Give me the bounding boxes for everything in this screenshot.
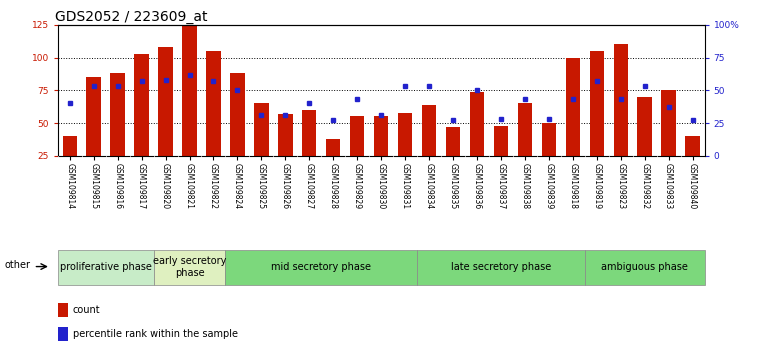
Text: GSM109838: GSM109838 [521,163,530,209]
Text: GSM109826: GSM109826 [281,163,290,209]
Text: GSM109840: GSM109840 [688,163,697,210]
Bar [422,105,437,156]
Text: late secretory phase: late secretory phase [450,262,551,272]
Text: GSM109827: GSM109827 [305,163,314,209]
Bar [590,51,604,156]
Text: GSM109830: GSM109830 [377,163,386,210]
Bar [58,250,153,285]
Text: GSM109821: GSM109821 [185,163,194,209]
Bar [417,250,584,285]
Text: GSM109817: GSM109817 [137,163,146,209]
Text: GSM109835: GSM109835 [448,163,457,210]
Bar [614,44,628,156]
Bar [62,136,77,156]
Bar [566,57,580,156]
Bar [278,114,293,156]
Text: GSM109831: GSM109831 [400,163,410,209]
Bar [230,73,245,156]
Bar [153,250,226,285]
Bar [398,113,412,156]
Text: GDS2052 / 223609_at: GDS2052 / 223609_at [55,10,207,24]
Bar [302,110,316,156]
Bar [326,139,340,156]
Text: GSM109824: GSM109824 [233,163,242,209]
Bar [661,90,676,156]
Text: mid secretory phase: mid secretory phase [271,262,371,272]
Text: GSM109833: GSM109833 [664,163,673,210]
Text: GSM109834: GSM109834 [424,163,434,210]
Bar [446,127,460,156]
Bar [685,136,700,156]
Bar [58,303,68,317]
Text: proliferative phase: proliferative phase [60,262,152,272]
Text: other: other [5,261,31,270]
Text: early secretory
phase: early secretory phase [152,256,226,278]
Bar [517,103,532,156]
Text: GSM109822: GSM109822 [209,163,218,209]
Text: GSM109837: GSM109837 [497,163,505,210]
Bar [584,250,705,285]
Bar [226,250,417,285]
Bar [58,327,68,341]
Bar [254,103,269,156]
Text: GSM109829: GSM109829 [353,163,362,209]
Bar [470,92,484,156]
Text: GSM109825: GSM109825 [257,163,266,209]
Text: GSM109832: GSM109832 [640,163,649,209]
Text: GSM109818: GSM109818 [568,163,578,209]
Bar [86,77,101,156]
Text: GSM109839: GSM109839 [544,163,554,210]
Text: percentile rank within the sample: percentile rank within the sample [72,329,238,339]
Text: GSM109823: GSM109823 [616,163,625,209]
Text: GSM109836: GSM109836 [473,163,481,210]
Bar [135,53,149,156]
Bar [182,25,196,156]
Bar [638,97,652,156]
Bar [541,123,556,156]
Bar [206,51,221,156]
Text: GSM109815: GSM109815 [89,163,99,209]
Text: ambiguous phase: ambiguous phase [601,262,688,272]
Bar [110,73,125,156]
Bar [374,116,388,156]
Text: GSM109814: GSM109814 [65,163,74,209]
Text: GSM109819: GSM109819 [592,163,601,209]
Bar [350,116,364,156]
Text: GSM109816: GSM109816 [113,163,122,209]
Text: count: count [72,305,100,315]
Bar [159,47,172,156]
Bar [494,126,508,156]
Text: GSM109820: GSM109820 [161,163,170,209]
Text: GSM109828: GSM109828 [329,163,338,209]
